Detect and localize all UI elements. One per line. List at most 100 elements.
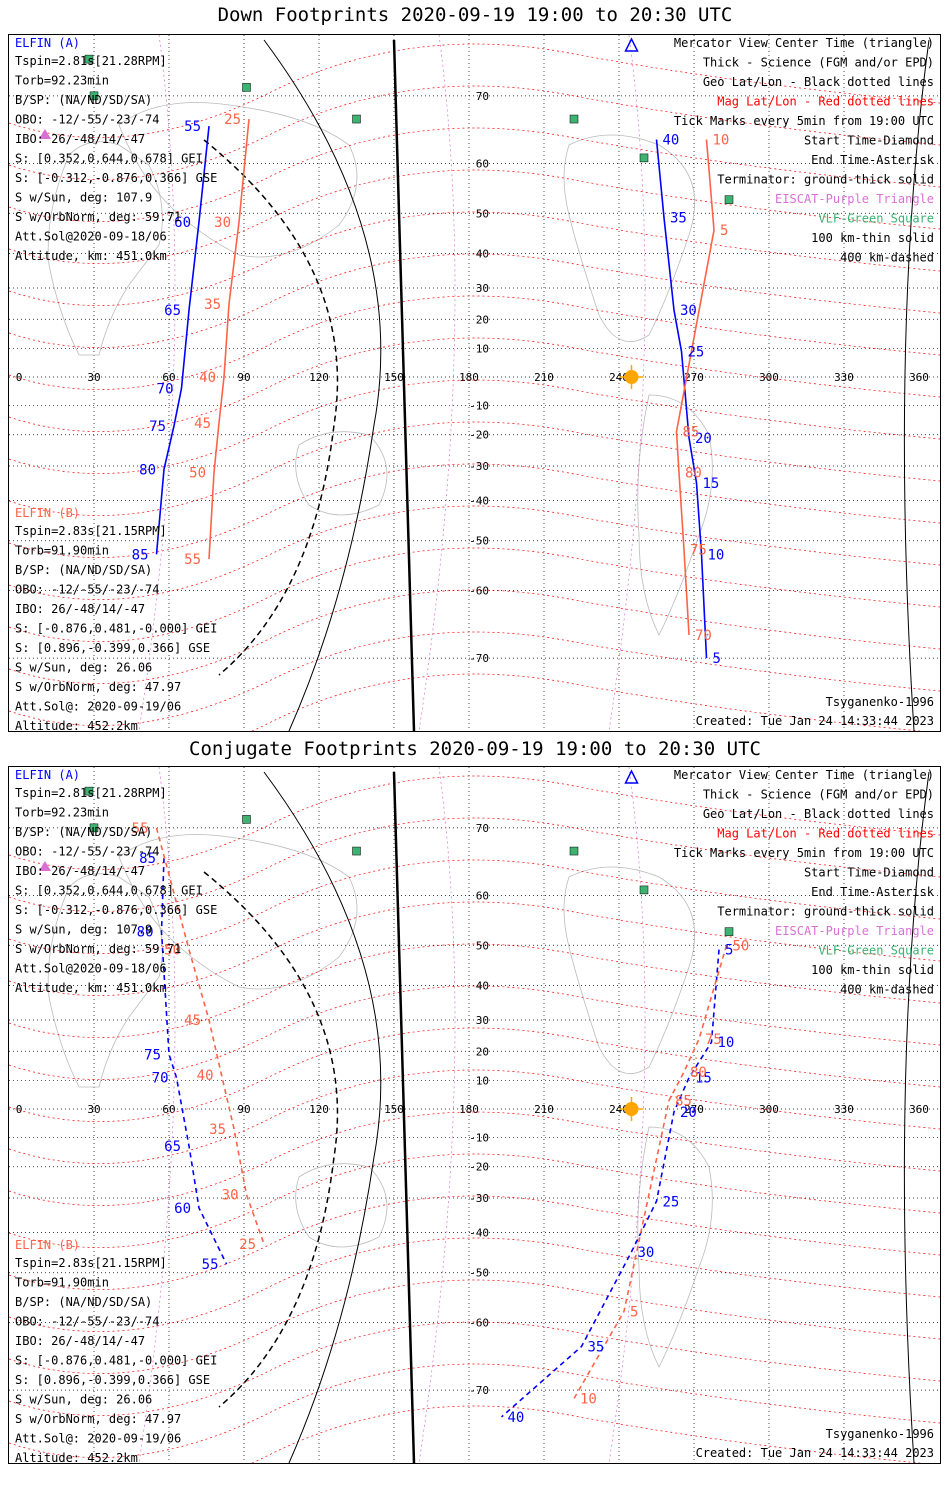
x-tick-label: 300 bbox=[759, 371, 779, 384]
legend-item: Mag Lat/Lon - Red dotted lines bbox=[717, 95, 934, 109]
y-tick-label: -10 bbox=[469, 1131, 489, 1144]
track-tick-label: 25 bbox=[688, 344, 705, 360]
terminator-east bbox=[903, 39, 930, 732]
x-tick-label: 120 bbox=[309, 1103, 329, 1116]
x-tick-label: 330 bbox=[834, 371, 854, 384]
mag-parallel bbox=[8, 337, 941, 432]
mag-parallel bbox=[8, 547, 941, 642]
track-tick-label: 30 bbox=[214, 215, 231, 231]
mag-parallel bbox=[8, 1279, 941, 1374]
elfin-a-info-line: B/SP: (NA/ND/SD/SA) bbox=[15, 825, 152, 839]
x-tick-label: 90 bbox=[237, 1103, 250, 1116]
legend-item: EISCAT-Purple Triangle bbox=[775, 192, 934, 206]
track-tick-label: 85 bbox=[683, 425, 700, 441]
elfin-b-name: ELFIN (B) bbox=[15, 506, 80, 520]
continent-outlines bbox=[47, 102, 713, 636]
track-tick-label: 80 bbox=[137, 925, 154, 941]
track-tick-label: 70 bbox=[152, 1071, 169, 1087]
x-tick-label: 330 bbox=[834, 1103, 854, 1116]
mag-parallel bbox=[8, 295, 941, 390]
track-tick-label: 15 bbox=[703, 476, 720, 492]
legend-item: VLF-Green Square bbox=[818, 944, 934, 958]
track-tick-label: 60 bbox=[174, 215, 191, 231]
footprint-track bbox=[155, 827, 265, 1245]
elfin-a-name: ELFIN (A) bbox=[15, 768, 80, 782]
x-tick-label: 120 bbox=[309, 371, 329, 384]
vlf-square-icon bbox=[569, 114, 579, 124]
y-tick-label: 70 bbox=[476, 822, 489, 835]
legend-item: Tick Marks every 5min from 19:00 UTC bbox=[674, 846, 934, 860]
y-tick-label: -50 bbox=[469, 535, 489, 548]
track-tick-label: 85 bbox=[132, 547, 149, 563]
track-tick-label: 35 bbox=[204, 297, 221, 313]
footprint-track bbox=[155, 126, 210, 555]
y-tick-label: -40 bbox=[469, 1227, 489, 1240]
elfin-a-info-line: S w/OrbNorm, deg: 59.71 bbox=[15, 210, 181, 224]
legend-item: End Time-Asterisk bbox=[811, 885, 935, 899]
elfin-b-name: ELFIN (B) bbox=[15, 1238, 80, 1252]
vlf-square-icon bbox=[89, 91, 99, 101]
mag-parallel bbox=[8, 1111, 941, 1206]
elfin-b-info-line: Tspin=2.83s[21.15RPM] bbox=[15, 1256, 167, 1270]
legend-item: 400 km-dashed bbox=[840, 983, 934, 997]
track-tick-label: 50 bbox=[189, 466, 206, 482]
x-tick-label: 360 bbox=[909, 371, 929, 384]
elfin-a-info-line: IBO: 26/-48/14/-47 bbox=[15, 864, 145, 878]
track-tick-label: 35 bbox=[209, 1122, 226, 1138]
legend-item: Terminator: ground-thick solid bbox=[717, 173, 934, 187]
track-tick-label: 20 bbox=[680, 1105, 697, 1121]
vlf-square-icon bbox=[84, 54, 94, 64]
y-tick-label: 60 bbox=[476, 890, 489, 903]
vlf-square-icon bbox=[639, 885, 649, 895]
track-tick-label: 55 bbox=[132, 821, 149, 837]
mag-parallel bbox=[8, 901, 941, 996]
x-tick-label: 180 bbox=[459, 371, 479, 384]
track-tick-label: 10 bbox=[708, 547, 725, 563]
mag-parallel bbox=[8, 985, 941, 1080]
track-tick-label: 55 bbox=[184, 552, 201, 568]
elfin-a-info-line: Tspin=2.81s[21.28RPM] bbox=[15, 786, 167, 800]
mag-parallel bbox=[8, 85, 941, 180]
mag-parallel bbox=[8, 859, 941, 954]
x-tick-label: 210 bbox=[534, 371, 554, 384]
y-tick-label: 10 bbox=[476, 1075, 489, 1088]
track-tick-label: 10 bbox=[713, 133, 730, 149]
legend-item: Mag Lat/Lon - Red dotted lines bbox=[717, 827, 934, 841]
terminator-east bbox=[903, 771, 930, 1464]
x-tick-label: 60 bbox=[162, 1103, 175, 1116]
elfin-a-info-line: IBO: 26/-48/14/-47 bbox=[15, 132, 145, 146]
elfin-b-info-line: S: [-0.876,0.481,-0.000] GEI bbox=[15, 1354, 217, 1368]
track-tick-label: 10 bbox=[718, 1035, 735, 1051]
mag-parallel bbox=[8, 673, 941, 768]
terminator-100km bbox=[263, 771, 382, 1464]
y-tick-label: 30 bbox=[476, 1014, 489, 1027]
track-tick-label: 10 bbox=[580, 1392, 597, 1408]
elfin-a-info-line: OBO: -12/-55/-23/-74 bbox=[15, 113, 160, 127]
y-tick-label: 40 bbox=[476, 247, 489, 260]
legend-item: EISCAT-Purple Triangle bbox=[775, 924, 934, 938]
legend-item: 100 km-thin solid bbox=[811, 231, 934, 245]
model-label: Tsyganenko-1996 bbox=[826, 1427, 934, 1441]
track-tick-label: 25 bbox=[239, 1237, 256, 1253]
track-tick-label: 50 bbox=[164, 943, 181, 959]
y-tick-label: -70 bbox=[469, 652, 489, 665]
track-tick-label: 45 bbox=[184, 1013, 201, 1029]
legend-item: Start Time-Diamond bbox=[804, 134, 934, 148]
track-tick-label: 20 bbox=[695, 431, 712, 447]
elfin-b-info-line: Att.Sol@: 2020-09-19/06 bbox=[15, 1432, 181, 1446]
vlf-square-icon bbox=[724, 195, 734, 204]
map-chart-down: 0 30 60 90 120 150 180 210 240 270 300 330 360 70 60 50… bbox=[8, 34, 941, 768]
mag-parallel bbox=[8, 169, 941, 264]
mag-parallel bbox=[8, 817, 941, 912]
mag-parallel bbox=[8, 943, 941, 1038]
y-tick-label: -20 bbox=[469, 1161, 489, 1174]
legend-item: VLF-Green Square bbox=[818, 212, 934, 226]
mag-parallel bbox=[8, 775, 941, 870]
legend-item: End Time-Asterisk bbox=[811, 153, 935, 167]
track-tick-label: 65 bbox=[164, 1139, 181, 1155]
mag-parallel bbox=[8, 127, 941, 222]
vlf-square-icon bbox=[242, 815, 251, 824]
y-tick-label: 20 bbox=[476, 313, 489, 326]
elfin-b-info-line: S: [0.896,-0.399,0.366] GSE bbox=[15, 1373, 210, 1387]
x-tick-label: 240 bbox=[609, 371, 629, 384]
